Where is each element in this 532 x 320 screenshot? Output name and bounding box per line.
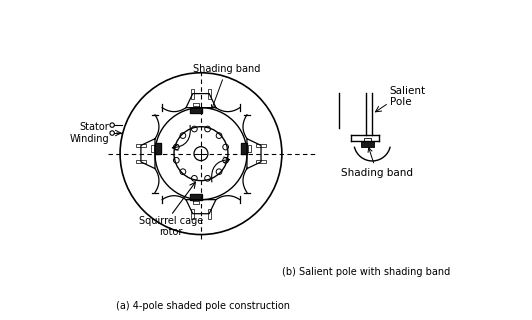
Polygon shape	[207, 209, 211, 219]
Text: Stator
Winding: Stator Winding	[69, 122, 109, 144]
Polygon shape	[256, 144, 266, 147]
Polygon shape	[207, 89, 211, 99]
Polygon shape	[151, 145, 154, 152]
Bar	[361, 141, 374, 147]
Text: Shading band: Shading band	[341, 148, 413, 178]
Polygon shape	[191, 209, 194, 219]
Polygon shape	[190, 108, 202, 113]
Bar	[364, 139, 371, 141]
Polygon shape	[241, 143, 247, 154]
Polygon shape	[155, 143, 161, 154]
Polygon shape	[248, 145, 252, 152]
Text: Shading band: Shading band	[193, 64, 260, 109]
Polygon shape	[190, 194, 202, 200]
Text: Squirrel cage
rotor: Squirrel cage rotor	[139, 215, 203, 237]
Text: Salient
Pole: Salient Pole	[390, 86, 426, 107]
Polygon shape	[193, 201, 199, 204]
Polygon shape	[191, 89, 194, 99]
Polygon shape	[136, 160, 146, 164]
Polygon shape	[193, 103, 199, 106]
Text: (b) Salient pole with shading band: (b) Salient pole with shading band	[282, 268, 450, 277]
Polygon shape	[136, 144, 146, 147]
Text: (a) 4-pole shaded pole construction: (a) 4-pole shaded pole construction	[115, 301, 289, 311]
Polygon shape	[256, 160, 266, 164]
